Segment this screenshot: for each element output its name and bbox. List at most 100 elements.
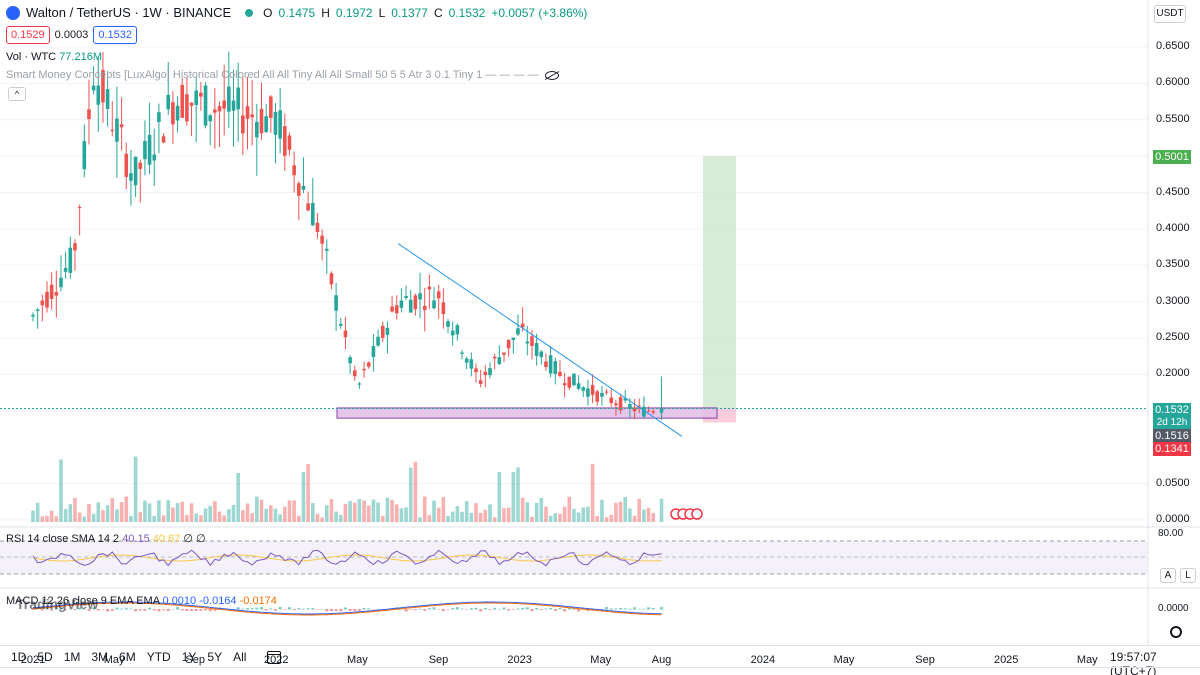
volume-bar	[399, 508, 404, 522]
volume-bar	[87, 503, 91, 522]
volume-legend[interactable]: Vol · WTC 77.216M	[6, 51, 102, 63]
volume-bar	[269, 505, 273, 522]
volume-bar	[432, 500, 436, 522]
macd-histogram-bar	[82, 608, 86, 610]
candle-body	[269, 96, 273, 118]
candle-body	[469, 359, 474, 369]
macd-histogram-bar	[325, 609, 329, 612]
symbol-title[interactable]: Walton / TetherUS · 1W · BINANCE	[26, 5, 232, 20]
volume-bar	[329, 499, 334, 522]
auto-scale-button[interactable]: A	[1160, 568, 1176, 583]
volume-bar	[516, 467, 520, 522]
buy-button[interactable]: 0.1532	[93, 26, 137, 44]
price-tick: 0.2000	[1156, 367, 1190, 380]
candle-body	[45, 291, 49, 308]
descending-trendline[interactable]	[397, 243, 683, 437]
macd-legend[interactable]: MACD 12 26 close 9 EMA EMA 0.0010 -0.016…	[6, 595, 277, 607]
range-5d[interactable]: 5D	[37, 650, 53, 664]
candle-body	[245, 106, 250, 119]
currency-selector[interactable]: USDT	[1154, 5, 1186, 23]
smc-indicator-legend[interactable]: Smart Money Concepts [LuxAlgo] Historica…	[6, 69, 559, 81]
target-profit-zone[interactable]	[703, 156, 736, 409]
macd-histogram-bar	[339, 609, 343, 612]
macd-histogram-bar	[423, 609, 427, 611]
support-zone-rectangle[interactable]	[336, 407, 718, 419]
macd-histogram-bar	[451, 607, 455, 610]
candle-body	[278, 110, 282, 139]
volume-bar	[614, 502, 618, 522]
macd-histogram-bar	[329, 609, 333, 612]
macd-histogram-bar	[110, 609, 114, 611]
volume-bar	[502, 508, 506, 522]
macd-histogram-bar	[525, 607, 529, 610]
candle-body	[35, 309, 40, 311]
macd-histogram-bar	[241, 608, 245, 610]
volume-bar	[483, 509, 488, 522]
candle-body	[506, 339, 511, 349]
high-label: H	[321, 5, 330, 20]
range-1y[interactable]: 1Y	[181, 650, 197, 664]
candle-body	[161, 136, 166, 143]
volume-bar	[227, 509, 231, 522]
rsi-label: RSI 14 close SMA 14 2	[6, 533, 120, 545]
range-all[interactable]: All	[233, 650, 247, 664]
macd-histogram-bar	[96, 609, 100, 611]
calendar-icon[interactable]	[267, 650, 282, 664]
log-scale-button[interactable]: L	[1180, 568, 1196, 583]
collapse-legend-button[interactable]: ^	[8, 87, 26, 101]
macd-histogram-bar	[180, 609, 184, 611]
candle-body	[385, 327, 390, 335]
candle-body	[553, 361, 558, 374]
macd-histogram-bar	[577, 609, 581, 612]
candle-body	[119, 124, 124, 128]
candle-body	[623, 398, 628, 401]
macd-histogram-bar	[269, 608, 273, 610]
volume-bar	[464, 501, 469, 522]
tradingview-watermark: TradingView	[16, 596, 99, 612]
gear-icon[interactable]	[1170, 626, 1182, 638]
candles	[31, 51, 664, 420]
candle-body	[659, 408, 664, 413]
volume-bar	[133, 456, 138, 522]
range-ytd[interactable]: YTD	[146, 650, 171, 664]
candle-body	[418, 293, 422, 300]
macd-histogram-bar	[129, 608, 133, 610]
candle-body	[352, 370, 357, 377]
macd-histogram-bar	[446, 609, 450, 610]
time-tick: May	[833, 654, 855, 666]
volume-bar	[567, 496, 572, 522]
macd-histogram-bar	[50, 609, 54, 611]
range-1d[interactable]: 1D	[11, 650, 27, 664]
volume-bar	[287, 500, 292, 522]
macd-histogram-bar	[199, 609, 203, 611]
volume-bar	[642, 509, 646, 522]
macd-histogram-bar	[460, 608, 464, 610]
range-6m[interactable]: 6M	[119, 650, 136, 664]
price-tick: 0.6500	[1156, 40, 1190, 52]
range-3m[interactable]: 3M	[91, 650, 109, 664]
sell-button[interactable]: 0.1529	[6, 26, 50, 44]
range-5y[interactable]: 5Y	[207, 650, 223, 664]
candle-body	[436, 291, 441, 299]
volume-bar	[245, 503, 250, 522]
candle-body	[87, 109, 91, 120]
timezone-clock[interactable]: 19:57:07 (UTC+7)	[1110, 650, 1157, 675]
macd-histogram-bar	[152, 609, 156, 611]
volume-bar	[525, 502, 530, 522]
candle-body	[567, 376, 572, 388]
candle-body	[404, 295, 408, 298]
macd-histogram-bar	[413, 609, 417, 611]
candle-body	[642, 406, 646, 417]
divider	[0, 645, 1200, 646]
low-value: 0.1377	[391, 5, 428, 20]
stop-price-label: 0.1341	[1153, 442, 1191, 456]
volume-bar	[185, 515, 189, 522]
volume-bar	[63, 509, 68, 522]
volume-bar	[408, 467, 413, 522]
price-tick: 0.2500	[1156, 331, 1190, 344]
candle-body	[488, 368, 492, 376]
range-1m[interactable]: 1M	[63, 650, 81, 664]
rsi-legend[interactable]: RSI 14 close SMA 14 2 40.15 40.67 ∅ ∅	[6, 532, 206, 545]
hidden-eye-icon[interactable]	[544, 70, 559, 80]
